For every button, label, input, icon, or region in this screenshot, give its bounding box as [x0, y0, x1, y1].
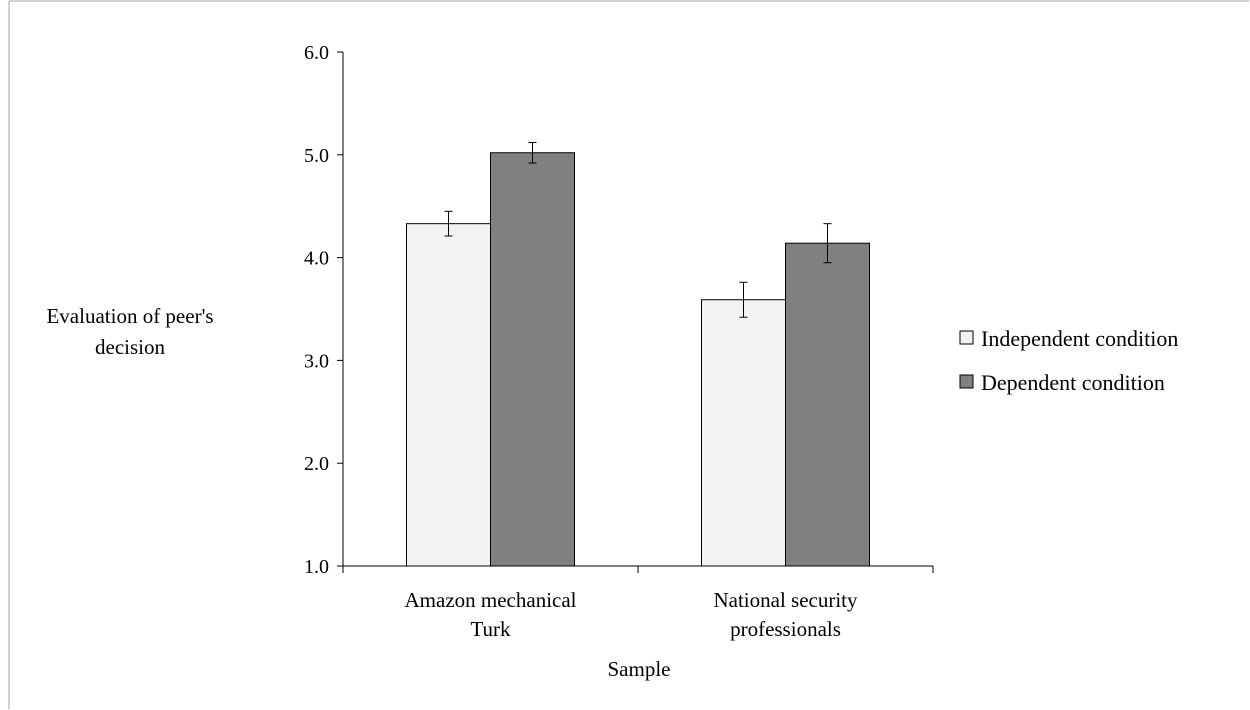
y-axis-label-line-2: decision — [95, 335, 165, 359]
x-axis: Amazon mechanical Turk National security pr… — [342, 565, 934, 641]
x-axis-label: Sample — [608, 657, 671, 681]
legend-label-independent: Independent condition — [981, 326, 1178, 351]
y-tick-label: 1.0 — [304, 556, 329, 578]
y-axis-label-line-1: Evaluation of peer's — [46, 304, 213, 328]
bars — [406, 152, 870, 567]
x-tick-label: National security — [713, 588, 858, 612]
y-axis: 1.0 2.0 3.0 4.0 5.0 6.0 — [304, 42, 344, 578]
bar — [406, 223, 491, 567]
x-tick-label: professionals — [730, 617, 841, 641]
x-tick-label: Amazon mechanical — [405, 588, 577, 612]
legend-label-dependent: Dependent condition — [981, 370, 1165, 395]
y-tick-label: 6.0 — [304, 42, 329, 64]
y-tick-label: 5.0 — [304, 145, 329, 167]
legend-swatch-dependent — [959, 374, 974, 389]
legend: Independent condition Dependent conditio… — [959, 326, 1178, 395]
x-tick-label: Turk — [470, 617, 511, 641]
y-tick-label: 2.0 — [304, 453, 329, 475]
bar — [701, 299, 786, 567]
bar — [490, 152, 575, 567]
bar — [785, 242, 870, 567]
y-tick-label: 3.0 — [304, 350, 329, 372]
y-tick-label: 4.0 — [304, 248, 329, 270]
legend-swatch-independent — [959, 330, 974, 345]
error-bars — [444, 141, 832, 318]
